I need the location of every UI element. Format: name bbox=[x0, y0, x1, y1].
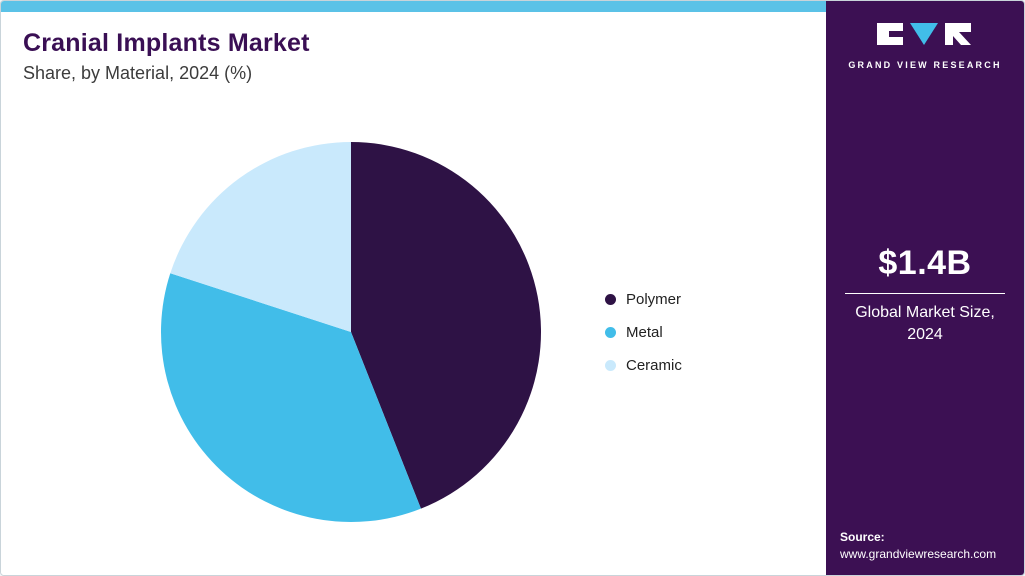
source-url-link[interactable]: www.grandviewresearch.com bbox=[840, 547, 997, 561]
chart-area: Polymer Metal Ceramic bbox=[159, 140, 682, 524]
gvr-logo-mark bbox=[877, 23, 971, 45]
legend-item-ceramic: Ceramic bbox=[605, 357, 682, 374]
source-block: Source: www.grandviewresearch.com bbox=[840, 530, 996, 561]
pie-chart bbox=[161, 142, 542, 523]
legend-dot-polymer bbox=[605, 293, 616, 305]
header: Cranial Implants Market Share, by Materi… bbox=[1, 12, 826, 84]
gvr-logo: GRAND VIEW RESEARCH bbox=[826, 23, 1024, 70]
page-subtitle: Share, by Material, 2024 (%) bbox=[23, 63, 253, 83]
legend: Polymer Metal Ceramic bbox=[605, 291, 682, 374]
sidebar: GRAND VIEW RESEARCH $1.4B Global Market … bbox=[826, 1, 1024, 575]
legend-label-polymer: Polymer bbox=[626, 290, 682, 308]
source-label: Source: bbox=[840, 530, 885, 544]
pie-slice-polymer bbox=[351, 142, 542, 509]
legend-label-ceramic: Ceramic bbox=[626, 356, 682, 374]
page-title: Cranial Implants Market bbox=[23, 29, 310, 57]
legend-dot-ceramic bbox=[605, 359, 616, 371]
top-accent-bar bbox=[1, 1, 826, 12]
pie-slice-ceramic bbox=[170, 142, 351, 332]
market-size-divider bbox=[845, 293, 1005, 294]
logo-g-glyph bbox=[877, 23, 903, 45]
legend-item-metal: Metal bbox=[605, 324, 682, 341]
legend-dot-metal bbox=[605, 326, 616, 338]
logo-v-glyph bbox=[910, 23, 938, 45]
market-size-value: $1.4B bbox=[878, 244, 972, 282]
legend-item-polymer: Polymer bbox=[605, 291, 682, 308]
logo-wordmark: GRAND VIEW RESEARCH bbox=[848, 60, 1002, 70]
legend-label-metal: Metal bbox=[626, 323, 663, 341]
logo-r-glyph bbox=[945, 23, 971, 45]
pie-slice-metal bbox=[161, 273, 421, 523]
market-size-block: $1.4B Global Market Size, 2024 bbox=[826, 244, 1024, 345]
market-size-label: Global Market Size, 2024 bbox=[855, 304, 995, 343]
chart-panel: Cranial Implants Market Share, by Materi… bbox=[1, 1, 826, 575]
